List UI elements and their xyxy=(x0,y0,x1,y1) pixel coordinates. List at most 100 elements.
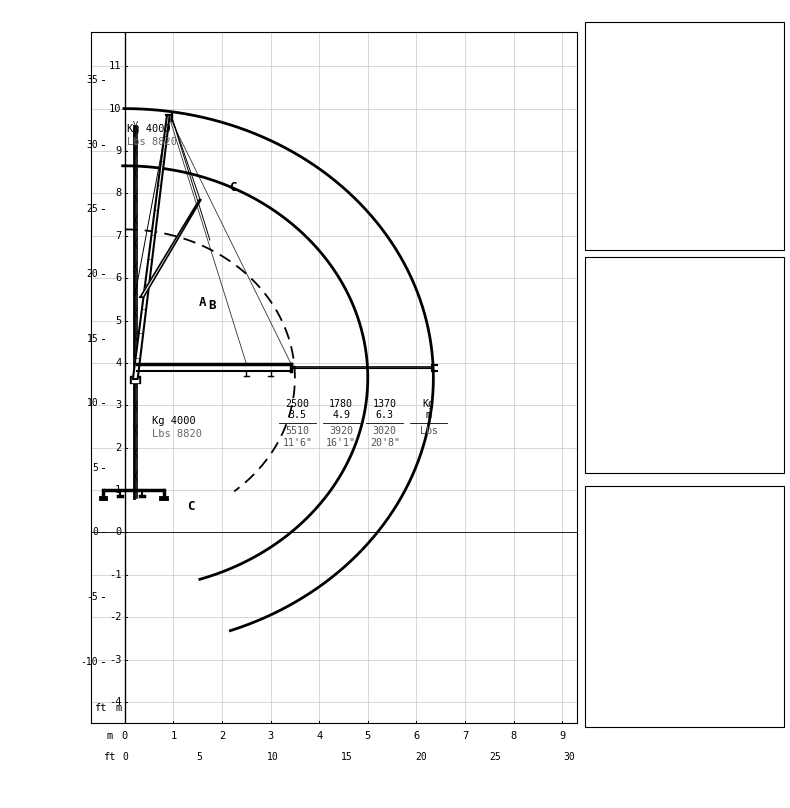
Text: 4350: 4350 xyxy=(688,218,721,233)
Text: 5510: 5510 xyxy=(285,426,310,436)
Text: C: C xyxy=(229,181,237,194)
Text: 2: 2 xyxy=(115,443,122,452)
Text: 20'8": 20'8" xyxy=(370,439,400,448)
Text: 11: 11 xyxy=(109,61,122,71)
Text: Kurve B: Kurve B xyxy=(596,413,631,422)
Text: 8: 8 xyxy=(115,188,122,199)
Text: C: C xyxy=(187,500,194,513)
Text: 5: 5 xyxy=(196,752,201,762)
Text: - Max radius 2.2m: - Max radius 2.2m xyxy=(596,569,682,578)
Text: auf beweglichem Haken.: auf beweglichem Haken. xyxy=(596,696,717,705)
Text: 8820: 8820 xyxy=(688,718,715,727)
Text: Lbs: Lbs xyxy=(608,464,626,474)
Text: - Max Wirkungsradius: - Max Wirkungsradius xyxy=(596,429,697,438)
Text: 2: 2 xyxy=(219,730,225,741)
Text: 1: 1 xyxy=(115,485,122,495)
Text: 0: 0 xyxy=(122,730,128,741)
Text: ft: ft xyxy=(94,703,107,713)
Text: 3920: 3920 xyxy=(329,426,353,436)
Text: 10: 10 xyxy=(109,103,122,114)
Text: Lbs: Lbs xyxy=(608,718,626,727)
Text: on mobile hook.: on mobile hook. xyxy=(596,587,682,596)
Text: 2500: 2500 xyxy=(285,398,310,409)
Text: 8260: 8260 xyxy=(688,464,715,474)
Text: Curva B: Curva B xyxy=(661,267,707,276)
Text: first hook.: first hook. xyxy=(596,347,661,356)
Text: Lbs 8820: Lbs 8820 xyxy=(127,137,177,146)
Text: -1: -1 xyxy=(109,570,122,580)
Text: 2.2m su gancio mobile.: 2.2m su gancio mobile. xyxy=(596,532,717,541)
Text: 25: 25 xyxy=(489,752,501,762)
Text: 5: 5 xyxy=(365,730,371,741)
Text: 35: 35 xyxy=(86,75,98,86)
Text: 10: 10 xyxy=(86,398,98,408)
Text: Lbs 8820: Lbs 8820 xyxy=(152,429,201,439)
Text: 0: 0 xyxy=(92,528,98,537)
Text: Kg 4000: Kg 4000 xyxy=(152,416,195,427)
Polygon shape xyxy=(140,200,201,297)
Text: 1370: 1370 xyxy=(373,398,397,409)
Text: 1780: 1780 xyxy=(329,398,353,409)
Text: 6: 6 xyxy=(413,730,419,741)
Text: 7: 7 xyxy=(115,231,122,241)
Text: -10: -10 xyxy=(81,657,98,667)
Text: Kurve A: Kurve A xyxy=(596,187,631,196)
Text: 25: 25 xyxy=(86,204,98,214)
Text: Curva C: Curva C xyxy=(661,497,707,507)
Text: Lbs: Lbs xyxy=(419,426,438,436)
Text: 6.3: 6.3 xyxy=(376,410,393,420)
Text: ft: ft xyxy=(103,752,115,762)
Text: - Max Wirkungsradius: - Max Wirkungsradius xyxy=(596,204,697,213)
Text: 1: 1 xyxy=(171,730,177,741)
Text: 2m auf festem Haken.: 2m auf festem Haken. xyxy=(596,221,706,230)
Text: -5: -5 xyxy=(86,592,98,602)
Text: fixed hook.: fixed hook. xyxy=(596,117,661,126)
Text: 2.36m auf erstem Haken.: 2.36m auf erstem Haken. xyxy=(596,445,721,454)
Text: 9590: 9590 xyxy=(688,242,715,251)
Text: 20: 20 xyxy=(86,269,98,279)
Text: 11'6": 11'6" xyxy=(282,439,312,448)
Text: m: m xyxy=(115,703,122,713)
Text: 2m su gancio fisso.: 2m su gancio fisso. xyxy=(596,65,702,74)
Text: 2.2m sur crochet mobile.: 2.2m sur crochet mobile. xyxy=(596,642,727,650)
Text: Kg 4000: Kg 4000 xyxy=(127,124,171,134)
Text: 7: 7 xyxy=(462,730,468,741)
Text: - Max rayon d'action: - Max rayon d'action xyxy=(596,152,697,161)
Text: 16'1": 16'1" xyxy=(326,439,356,448)
Text: Curva A: Curva A xyxy=(661,32,707,42)
Text: - Raggio massimo d'azione: - Raggio massimo d'azione xyxy=(596,48,721,57)
Text: Kg: Kg xyxy=(608,218,622,229)
Text: 3020: 3020 xyxy=(373,426,397,436)
Text: -3: -3 xyxy=(109,654,122,665)
Text: m: m xyxy=(106,730,112,741)
Text: 30: 30 xyxy=(86,140,98,150)
Text: 20: 20 xyxy=(416,752,427,762)
Text: 2.36m su primo gancio.: 2.36m su primo gancio. xyxy=(596,298,717,307)
Text: 3: 3 xyxy=(268,730,274,741)
Text: Courbe C: Courbe C xyxy=(596,605,637,614)
Text: 3750: 3750 xyxy=(688,443,721,457)
Text: Courbe A: Courbe A xyxy=(596,135,637,144)
Text: Bend C: Bend C xyxy=(596,550,626,559)
Text: - Max rayon d'action: - Max rayon d'action xyxy=(596,624,697,633)
Text: Courbe B: Courbe B xyxy=(596,364,637,372)
Text: - Max Wirkungsradius 2.2m: - Max Wirkungsradius 2.2m xyxy=(596,679,721,688)
Text: 5: 5 xyxy=(115,315,122,326)
Text: Kg: Kg xyxy=(423,398,435,409)
Text: Kg: Kg xyxy=(608,693,622,704)
Text: - Max radius 2.36m on: - Max radius 2.36m on xyxy=(596,330,702,339)
Text: 10: 10 xyxy=(267,752,279,762)
Text: Lbs: Lbs xyxy=(608,242,626,251)
Text: 3: 3 xyxy=(115,400,122,410)
Text: 30: 30 xyxy=(563,752,575,762)
Text: 15: 15 xyxy=(341,752,353,762)
Text: m: m xyxy=(426,410,431,420)
Polygon shape xyxy=(133,115,170,379)
Text: 4.9: 4.9 xyxy=(332,410,350,420)
Text: 5: 5 xyxy=(92,463,98,473)
Text: Kg: Kg xyxy=(608,443,622,452)
Text: - Max radius 2m on: - Max radius 2m on xyxy=(596,100,687,109)
Text: 6: 6 xyxy=(115,273,122,283)
Text: 9: 9 xyxy=(559,730,566,741)
Text: 2m avec crochet fixe.: 2m avec crochet fixe. xyxy=(596,170,712,179)
